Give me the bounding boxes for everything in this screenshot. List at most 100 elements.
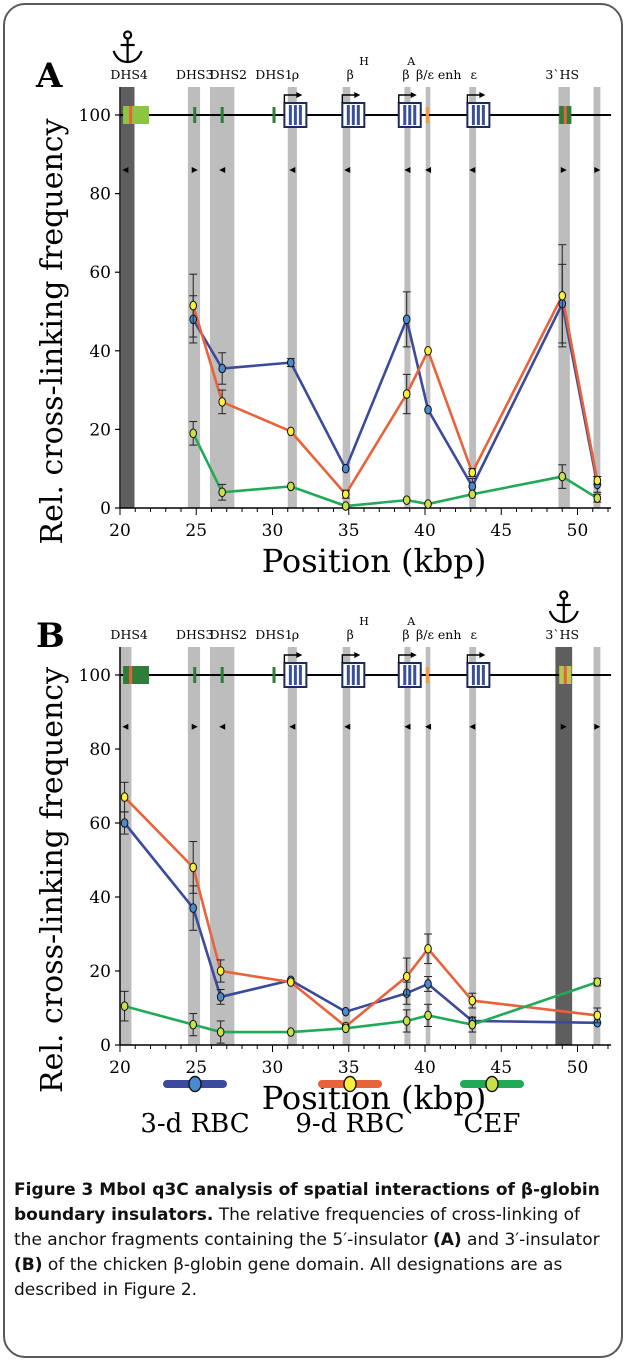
region-band — [593, 647, 601, 1045]
data-point — [218, 487, 226, 498]
figure-frame — [3, 3, 623, 1358]
data-point — [341, 489, 350, 500]
orientation-arrow — [289, 167, 296, 174]
label-enhancer: β/ε enh — [416, 67, 461, 82]
data-point — [424, 1010, 432, 1021]
data-point — [218, 363, 226, 374]
panel-label: A — [35, 56, 63, 96]
x-tick-label: 50 — [567, 521, 589, 541]
legend-swatch-marker — [188, 1075, 202, 1093]
anchor-ring — [559, 590, 569, 600]
x-tick-label: 30 — [262, 1058, 284, 1078]
region-band — [469, 647, 477, 1045]
gene-exon — [356, 105, 360, 125]
data-point — [341, 463, 350, 474]
gene-exon — [298, 105, 302, 125]
orientation-arrow — [469, 167, 476, 174]
anchor-arms — [548, 610, 579, 624]
x-tick-label: 50 — [567, 1058, 589, 1078]
gene-exon — [288, 665, 292, 685]
gene-exon — [403, 665, 407, 685]
data-point — [218, 397, 226, 407]
region-band — [209, 87, 235, 508]
x-tick-label: 35 — [338, 1058, 360, 1078]
region-band — [287, 647, 297, 1045]
data-point — [424, 404, 432, 415]
orientation-arrow — [344, 723, 351, 730]
promoter-arrow — [341, 94, 357, 103]
orientation-arrow — [594, 723, 601, 730]
region-band — [187, 647, 201, 1045]
promoter-arrow — [283, 654, 299, 663]
gene-exon — [288, 105, 292, 125]
data-point — [120, 1001, 129, 1011]
dhs4-box — [123, 106, 149, 124]
orientation-arrow — [425, 167, 432, 174]
label-3hs: 3`HS — [545, 67, 579, 82]
promoter-arrowhead — [354, 92, 361, 98]
data-point — [216, 966, 225, 976]
promoter-arrowhead — [410, 652, 417, 658]
data-point — [189, 1019, 197, 1030]
label-beta-a: β — [402, 67, 409, 82]
y-tick-label: 100 — [79, 666, 111, 686]
label-beta-a: β — [402, 627, 409, 642]
region-band — [404, 647, 411, 1045]
label-beta-h: β — [347, 627, 354, 642]
region-band — [209, 647, 235, 1045]
caption-ref-a: (A) — [432, 1230, 462, 1250]
label-dhs4: DHS4 — [110, 627, 147, 642]
gene-exon — [476, 105, 480, 125]
data-point — [287, 357, 295, 368]
label-beta-h-superscript: H — [359, 615, 369, 628]
data-point — [216, 1027, 225, 1037]
x-tick-label: 45 — [490, 521, 512, 541]
orientation-arrow — [594, 167, 601, 174]
data-point — [593, 475, 602, 486]
dhs-site-mark — [220, 667, 224, 683]
orientation-arrow — [425, 723, 432, 730]
data-point — [402, 495, 411, 505]
gene-exon — [356, 665, 360, 685]
dhs-site-mark — [193, 667, 197, 683]
x-tick-label: 25 — [185, 1058, 207, 1078]
data-point — [402, 314, 411, 325]
dhs4-box — [123, 666, 149, 684]
y-tick-label: 20 — [89, 962, 111, 982]
label-dhs2: DHS2 — [210, 627, 247, 642]
figure-caption: Figure 3 MboI q3C analysis of spatial in… — [14, 1178, 612, 1303]
promoter-arrow — [283, 94, 299, 103]
label-3hs: 3`HS — [545, 627, 579, 642]
label-epsilon: ε — [471, 67, 477, 82]
label-enhancer: β/ε enh — [416, 627, 461, 642]
data-point — [593, 493, 602, 503]
data-point — [424, 979, 432, 989]
region-band — [287, 87, 297, 508]
region-band — [119, 647, 132, 1045]
y-tick-label: 80 — [89, 185, 111, 205]
x-axis-title: Position (kbp) — [262, 542, 487, 580]
data-point — [120, 818, 129, 828]
region-band — [425, 87, 431, 508]
promoter-arrowhead — [296, 652, 303, 658]
x-tick-label: 35 — [338, 521, 360, 541]
label-dhs1: DHS1 — [255, 627, 292, 642]
data-point — [424, 346, 432, 356]
gene-exon — [298, 665, 302, 685]
dhs-site-mark — [220, 107, 224, 123]
data-point — [468, 1019, 477, 1030]
anchor-arms — [112, 50, 143, 64]
y-tick-label: 0 — [100, 499, 111, 519]
hs3-mark — [563, 666, 567, 684]
series-line — [192, 432, 599, 508]
data-point — [189, 903, 197, 913]
promoter-arrow — [466, 654, 482, 663]
region-band — [469, 87, 477, 508]
caption-text-3: of the chicken β-globin gene domain. All… — [14, 1255, 563, 1300]
y-tick-label: 100 — [79, 106, 111, 126]
orientation-arrow — [560, 167, 567, 174]
orientation-arrow — [122, 167, 129, 174]
gene-exon — [293, 665, 297, 685]
region-band — [187, 87, 201, 508]
